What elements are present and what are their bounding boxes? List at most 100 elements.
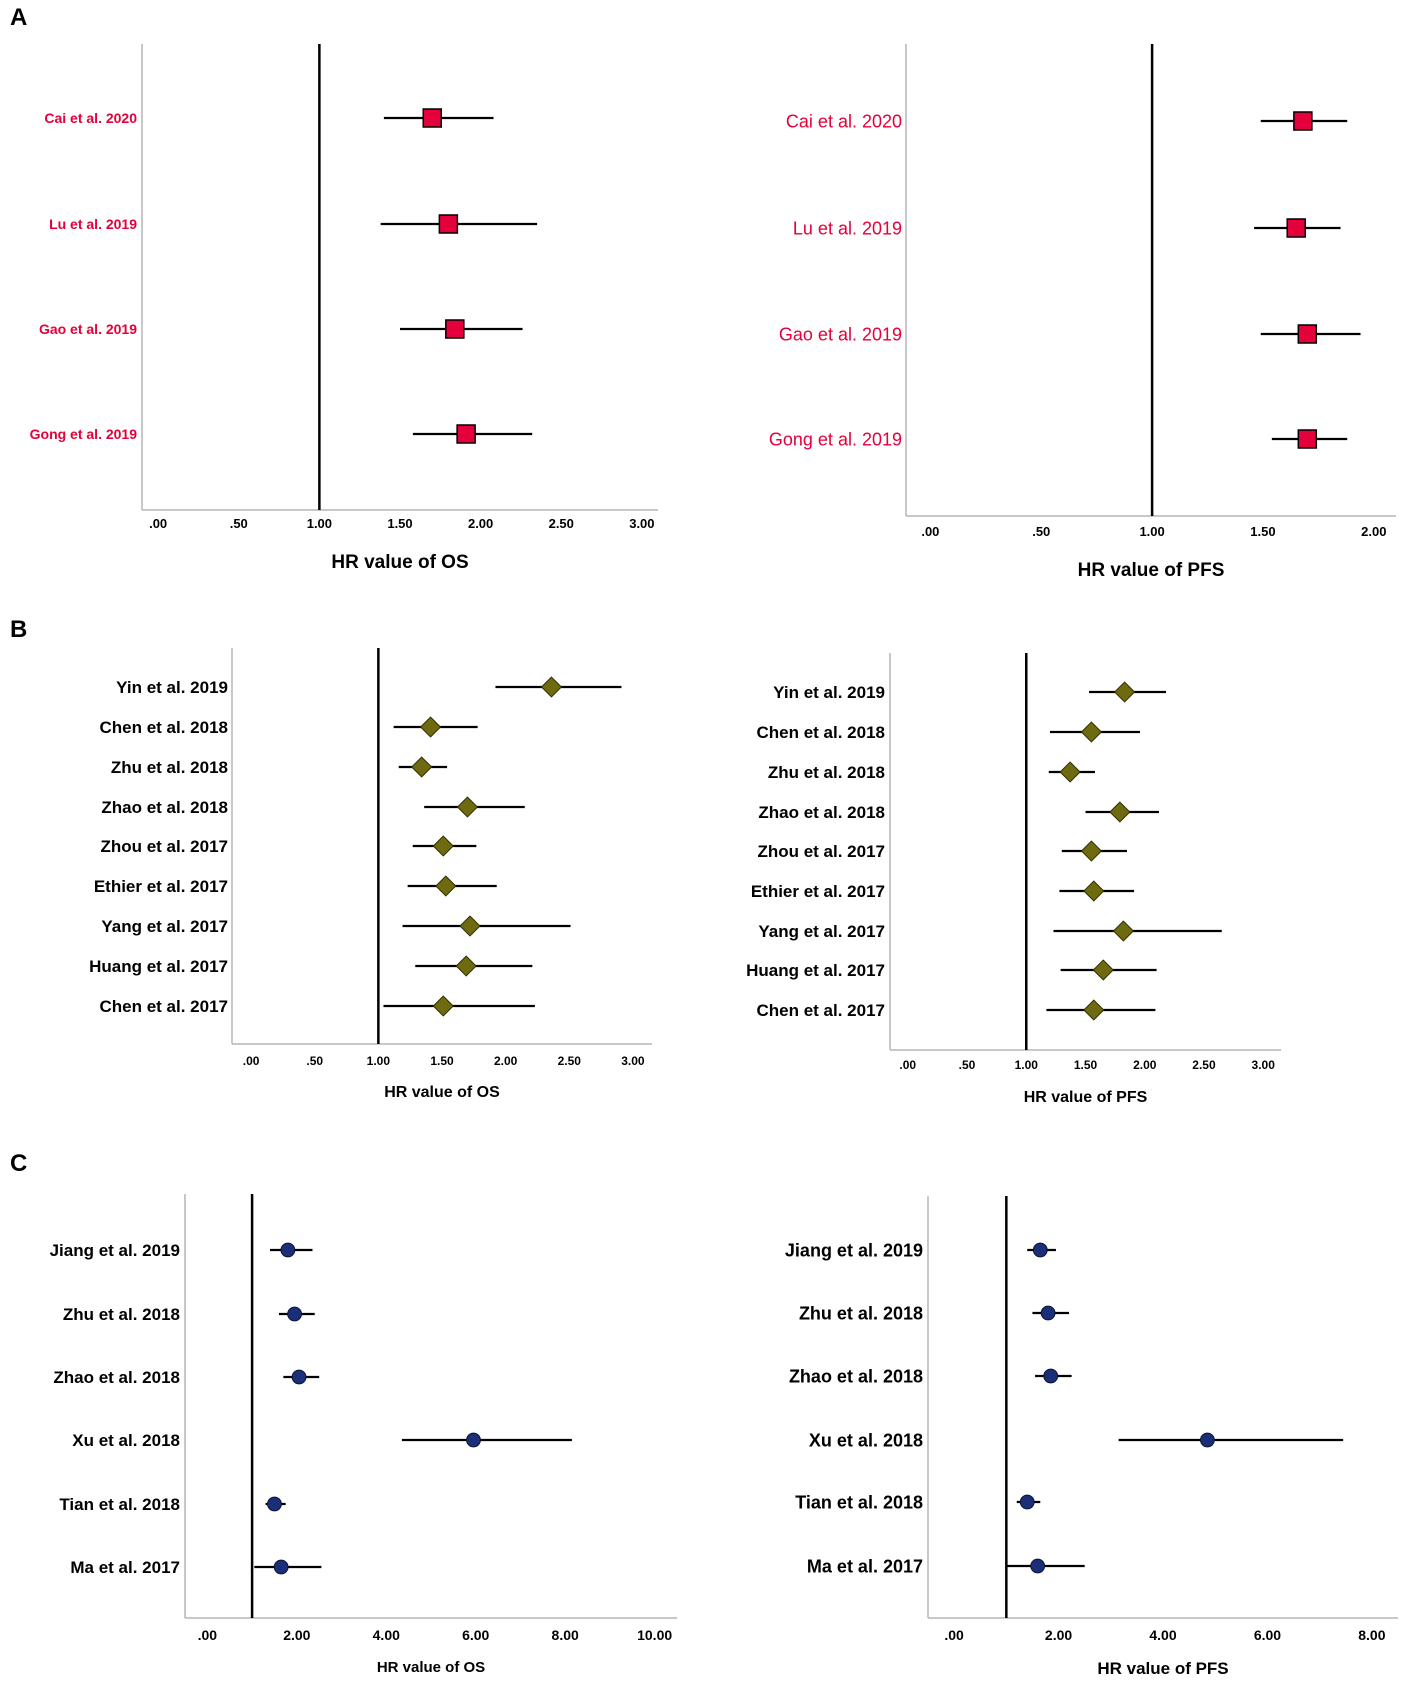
study-label: Zhou et al. 2017	[100, 837, 228, 856]
study-label: Ma et al. 2017	[807, 1556, 923, 1576]
x-tick-label: 1.00	[1139, 524, 1164, 539]
study-row: Tian et al. 2018	[795, 1492, 1041, 1512]
hr-point-diamond	[456, 796, 479, 818]
x-tick-label: .50	[230, 516, 248, 531]
hr-point-diamond	[1059, 761, 1081, 783]
x-tick-label: 2.00	[494, 1054, 518, 1068]
study-row: Zhou et al. 2017	[757, 840, 1127, 862]
study-label: Yang et al. 2017	[101, 917, 228, 936]
hr-point-circle	[273, 1559, 289, 1575]
x-tick-label: 2.00	[1361, 524, 1386, 539]
study-row: Jiang et al. 2019	[785, 1240, 1056, 1260]
x-tick-label: 2.00	[468, 516, 493, 531]
study-label: Xu et al. 2018	[809, 1430, 923, 1450]
study-row: Gao et al. 2019	[39, 319, 523, 339]
hr-point-circle	[466, 1432, 481, 1448]
hr-point-square	[422, 108, 442, 128]
x-tick-label: 1.00	[1015, 1058, 1039, 1072]
hr-point-square	[1293, 111, 1313, 131]
study-label: Jiang et al. 2019	[785, 1240, 923, 1260]
study-row: Yang et al. 2017	[101, 915, 571, 937]
x-tick-label: .00	[198, 1627, 218, 1643]
x-axis-title: HR value of PFS	[1097, 1659, 1228, 1678]
hr-point-diamond	[459, 915, 481, 937]
study-label: Zhu et al. 2018	[768, 763, 885, 782]
study-label: Zhu et al. 2018	[111, 758, 228, 777]
x-tick-label: 8.00	[552, 1627, 579, 1643]
study-row: Lu et al. 2019	[793, 218, 1341, 238]
study-label: Xu et al. 2018	[72, 1431, 180, 1450]
study-label: Zhao et al. 2018	[758, 803, 885, 822]
hr-point-circle	[291, 1369, 307, 1385]
study-label: Lu et al. 2019	[49, 216, 137, 232]
study-label: Zhou et al. 2017	[757, 842, 885, 861]
x-tick-label: .50	[959, 1058, 976, 1072]
study-row: Ethier et al. 2017	[751, 880, 1135, 902]
hr-point-diamond	[1080, 721, 1103, 743]
x-tick-label: 2.00	[1045, 1627, 1072, 1643]
study-row: Chen et al. 2017	[99, 995, 535, 1017]
study-label: Zhu et al. 2018	[799, 1303, 923, 1323]
x-tick-label: 6.00	[1254, 1627, 1281, 1643]
study-label: Chen et al. 2017	[99, 997, 228, 1016]
study-label: Cai et al. 2020	[44, 110, 137, 126]
x-tick-label: 3.00	[621, 1054, 645, 1068]
panel-label-b: B	[10, 616, 28, 643]
study-label: Ma et al. 2017	[70, 1558, 180, 1577]
panel-label-c: C	[10, 1150, 28, 1177]
x-tick-label: 6.00	[462, 1627, 489, 1643]
hr-point-diamond	[1092, 959, 1114, 981]
hr-point-circle	[267, 1496, 282, 1512]
hr-point-diamond	[411, 756, 433, 778]
study-label: Zhao et al. 2018	[789, 1366, 923, 1386]
study-label: Chen et al. 2018	[99, 718, 228, 737]
hr-point-diamond	[1113, 681, 1136, 703]
hr-point-circle	[280, 1242, 296, 1258]
study-row: Ma et al. 2017	[70, 1558, 322, 1577]
hr-point-square	[1297, 324, 1318, 344]
hr-point-square	[1297, 429, 1318, 449]
x-axis-title: HR value of PFS	[1078, 560, 1225, 581]
hr-point-circle	[1019, 1494, 1035, 1510]
study-label: Ethier et al. 2017	[94, 877, 228, 896]
study-label: Zhao et al. 2018	[101, 798, 228, 817]
study-label: Gong et al. 2019	[30, 426, 138, 442]
study-row: Zhu et al. 2018	[799, 1303, 1069, 1323]
study-row: Zhao et al. 2018	[789, 1366, 1072, 1386]
x-tick-label: 1.00	[367, 1054, 391, 1068]
study-row: Tian et al. 2018	[59, 1495, 286, 1514]
study-row: Ma et al. 2017	[807, 1556, 1085, 1576]
study-row: Yang et al. 2017	[758, 920, 1222, 942]
x-tick-label: .00	[921, 524, 939, 539]
x-tick-label: .00	[899, 1058, 916, 1072]
forest-plot-a-os: .00 .50 1.00 1.50 2.00 2.50 3.00 HR value of OS…	[30, 44, 658, 573]
x-tick-label: 1.50	[1250, 524, 1275, 539]
study-label: Chen et al. 2017	[756, 1001, 885, 1020]
hr-point-diamond	[419, 716, 442, 738]
study-label: Yin et al. 2019	[773, 683, 885, 702]
x-tick-label: .00	[243, 1054, 260, 1068]
hr-point-diamond	[1112, 920, 1135, 942]
study-row: Zhao et al. 2018	[758, 801, 1159, 823]
study-label: Lu et al. 2019	[793, 218, 902, 238]
study-label: Gao et al. 2019	[779, 324, 902, 344]
x-tick-label: 2.50	[558, 1054, 582, 1068]
study-label: Tian et al. 2018	[59, 1495, 180, 1514]
x-tick-label: 2.50	[549, 516, 574, 531]
study-row: Chen et al. 2018	[756, 721, 1141, 743]
study-row: Lu et al. 2019	[49, 214, 538, 234]
hr-point-square	[1286, 218, 1306, 238]
hr-point-diamond	[432, 835, 454, 857]
study-label: Cai et al. 2020	[786, 111, 902, 131]
hr-point-circle	[1043, 1368, 1059, 1384]
x-axis-title: HR value of OS	[377, 1659, 485, 1676]
x-tick-label: 1.50	[387, 516, 412, 531]
x-tick-label: 8.00	[1358, 1627, 1385, 1643]
study-label: Tian et al. 2018	[795, 1492, 923, 1512]
x-tick-label: 3.00	[629, 516, 654, 531]
x-tick-label: 10.00	[637, 1627, 672, 1643]
study-row: Zhu et al. 2018	[768, 761, 1095, 783]
study-row: Zhu et al. 2018	[111, 756, 448, 778]
study-row: Huang et al. 2017	[746, 959, 1157, 981]
study-label: Huang et al. 2017	[89, 957, 228, 976]
